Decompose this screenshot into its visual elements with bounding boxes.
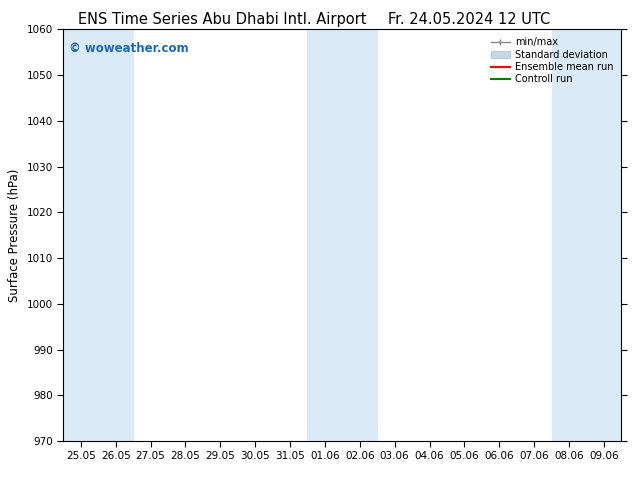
- Text: Fr. 24.05.2024 12 UTC: Fr. 24.05.2024 12 UTC: [388, 12, 550, 27]
- Bar: [307, 29, 377, 441]
- Text: ENS Time Series Abu Dhabi Intl. Airport: ENS Time Series Abu Dhabi Intl. Airport: [77, 12, 366, 27]
- Text: © woweather.com: © woweather.com: [69, 42, 188, 55]
- Bar: [552, 29, 621, 441]
- Legend: min/max, Standard deviation, Ensemble mean run, Controll run: min/max, Standard deviation, Ensemble me…: [488, 34, 616, 87]
- Bar: [63, 29, 133, 441]
- Y-axis label: Surface Pressure (hPa): Surface Pressure (hPa): [8, 169, 21, 302]
